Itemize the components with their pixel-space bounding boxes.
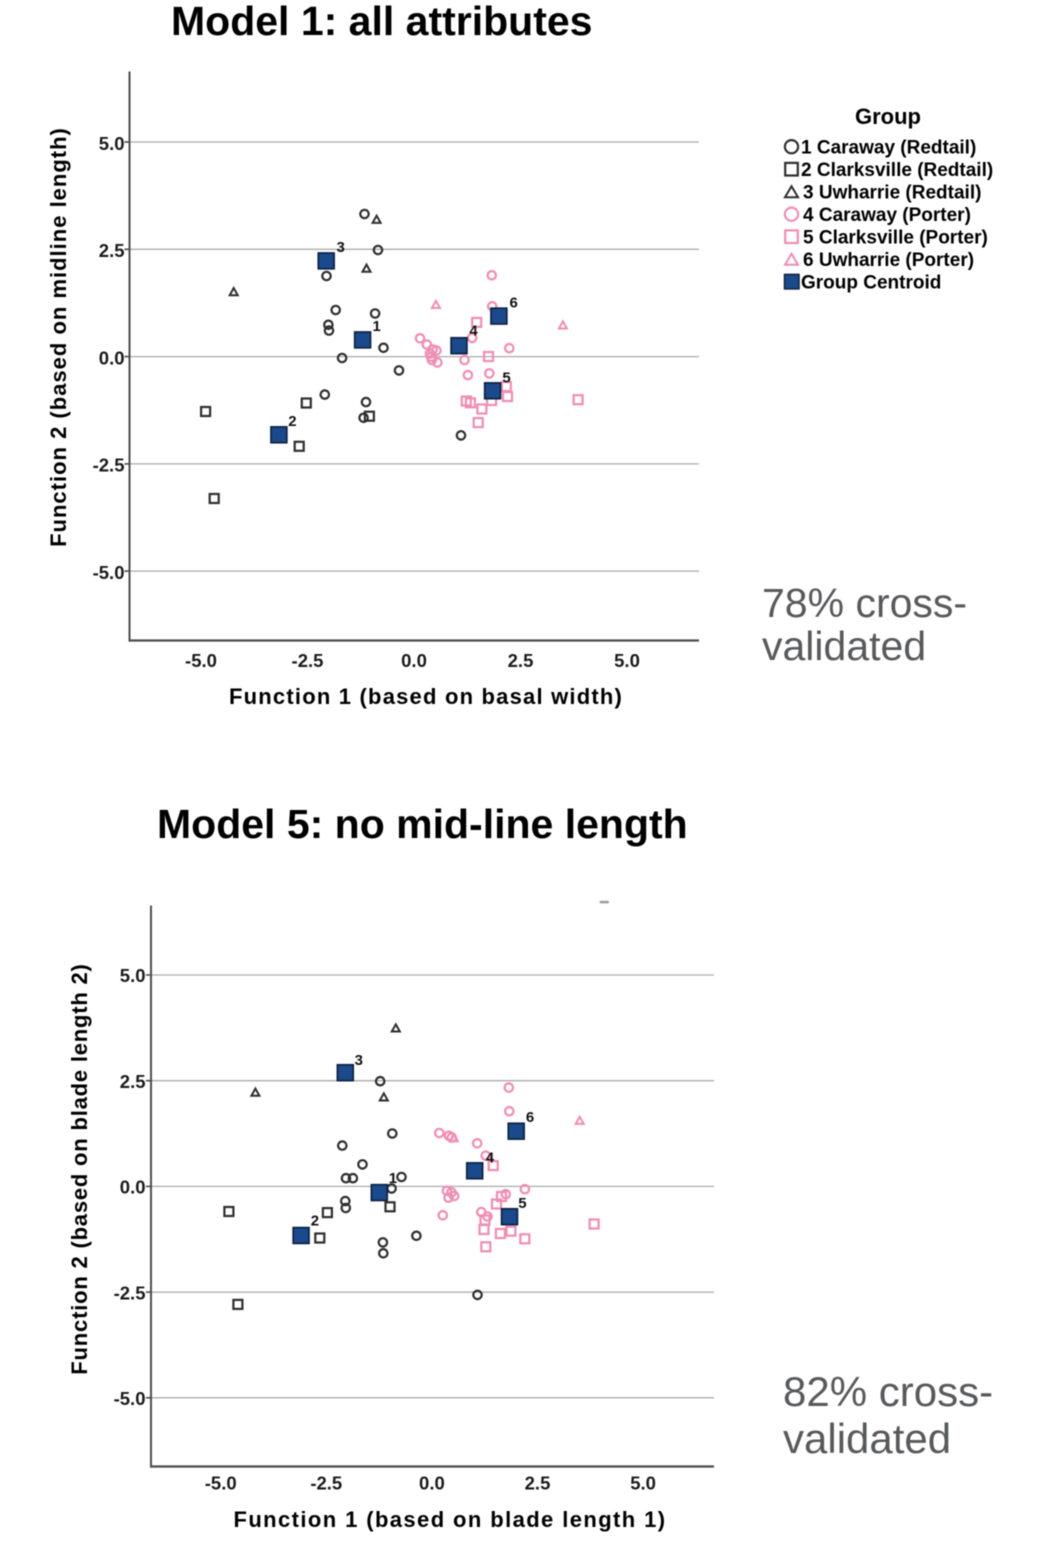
svg-text:4: 4: [469, 322, 478, 339]
svg-text:2 Clarksville (Redtail): 2 Clarksville (Redtail): [801, 160, 993, 181]
svg-text:2.5: 2.5: [99, 240, 125, 261]
svg-text:2.5: 2.5: [508, 650, 534, 671]
svg-text:-5.0: -5.0: [93, 562, 125, 583]
svg-text:3 Uwharrie (Redtail): 3 Uwharrie (Redtail): [803, 183, 981, 204]
svg-text:2.5: 2.5: [525, 1472, 551, 1493]
svg-text:3: 3: [355, 1052, 363, 1069]
svg-text:4 Caraway (Porter): 4 Caraway (Porter): [803, 205, 971, 226]
svg-text:0.0: 0.0: [120, 1177, 146, 1198]
svg-text:0.0: 0.0: [401, 650, 427, 671]
svg-text:5 Clarksville (Porter): 5 Clarksville (Porter): [803, 228, 988, 249]
svg-text:5.0: 5.0: [99, 133, 125, 154]
svg-text:-2.5: -2.5: [310, 1472, 342, 1493]
svg-text:-2.5: -2.5: [93, 455, 125, 476]
svg-text:2.5: 2.5: [120, 1071, 146, 1092]
svg-text:3: 3: [337, 239, 345, 256]
svg-text:6 Uwharrie (Porter): 6 Uwharrie (Porter): [803, 250, 974, 271]
svg-text:0.0: 0.0: [419, 1472, 445, 1493]
svg-text:Group Centroid: Group Centroid: [801, 273, 941, 294]
svg-text:2: 2: [288, 413, 296, 430]
svg-text:1: 1: [373, 318, 381, 335]
svg-text:5: 5: [518, 1195, 526, 1212]
svg-text:0.0: 0.0: [99, 347, 125, 368]
svg-text:4: 4: [486, 1150, 495, 1167]
svg-text:1 Caraway (Redtail): 1 Caraway (Redtail): [801, 138, 976, 159]
svg-text:-5.0: -5.0: [114, 1388, 146, 1409]
svg-text:1: 1: [389, 1170, 397, 1187]
svg-text:5.0: 5.0: [120, 965, 146, 986]
svg-text:2: 2: [311, 1212, 319, 1229]
svg-text:-2.5: -2.5: [292, 650, 324, 671]
svg-text:5: 5: [502, 369, 510, 386]
svg-text:6: 6: [526, 1109, 534, 1126]
svg-text:6: 6: [510, 294, 518, 311]
svg-text:-5.0: -5.0: [205, 1472, 237, 1493]
svg-text:5.0: 5.0: [614, 650, 640, 671]
svg-text:-2.5: -2.5: [114, 1282, 146, 1303]
svg-text:5.0: 5.0: [630, 1472, 656, 1493]
svg-text:-5.0: -5.0: [185, 650, 217, 671]
